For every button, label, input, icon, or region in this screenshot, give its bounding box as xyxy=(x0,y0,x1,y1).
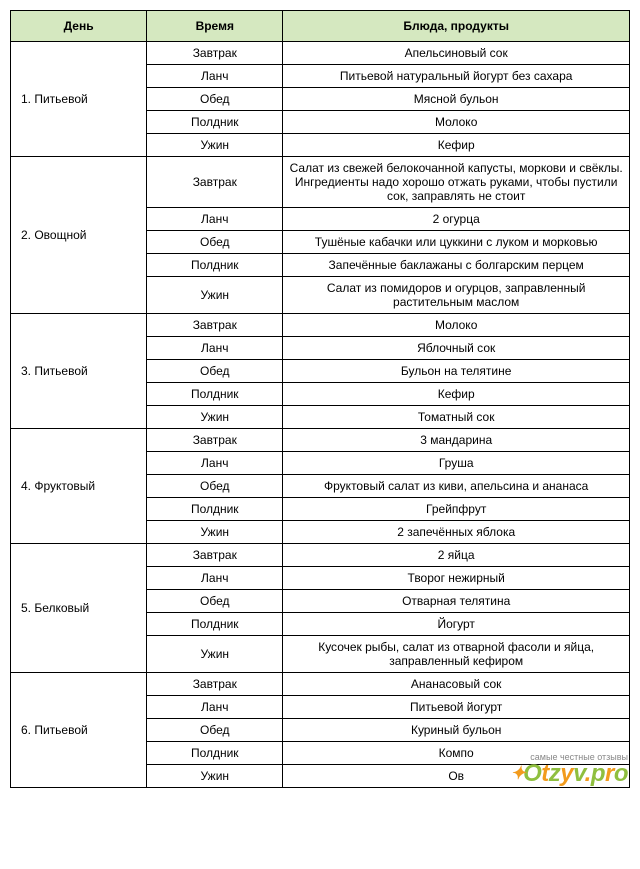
dish-cell: Салат из свежей белокочанной капусты, мо… xyxy=(283,157,630,208)
dish-cell: Апельсиновый сок xyxy=(283,42,630,65)
time-cell: Ужин xyxy=(147,765,283,788)
time-cell: Обед xyxy=(147,88,283,111)
time-cell: Завтрак xyxy=(147,157,283,208)
time-cell: Ужин xyxy=(147,406,283,429)
dish-cell: 2 яйца xyxy=(283,544,630,567)
time-cell: Полдник xyxy=(147,383,283,406)
header-day: День xyxy=(11,11,147,42)
table-row: 6. ПитьевойЗавтракАнанасовый сок xyxy=(11,673,630,696)
time-cell: Ужин xyxy=(147,134,283,157)
time-cell: Обед xyxy=(147,475,283,498)
time-cell: Ужин xyxy=(147,277,283,314)
dish-cell: Йогурт xyxy=(283,613,630,636)
day-cell: 5. Белковый xyxy=(11,544,147,673)
dish-cell: Мясной бульон xyxy=(283,88,630,111)
header-row: День Время Блюда, продукты xyxy=(11,11,630,42)
table-row: 3. ПитьевойЗавтракМолоко xyxy=(11,314,630,337)
dish-cell: Творог нежирный xyxy=(283,567,630,590)
dish-cell: Компо xyxy=(283,742,630,765)
dish-cell: 2 запечённых яблока xyxy=(283,521,630,544)
table-row: 4. ФруктовыйЗавтрак3 мандарина xyxy=(11,429,630,452)
time-cell: Полдник xyxy=(147,498,283,521)
day-cell: 4. Фруктовый xyxy=(11,429,147,544)
time-cell: Ланч xyxy=(147,337,283,360)
time-cell: Ланч xyxy=(147,208,283,231)
time-cell: Полдник xyxy=(147,111,283,134)
time-cell: Полдник xyxy=(147,742,283,765)
dish-cell: Кефир xyxy=(283,134,630,157)
time-cell: Завтрак xyxy=(147,673,283,696)
header-time: Время xyxy=(147,11,283,42)
dish-cell: 3 мандарина xyxy=(283,429,630,452)
dish-cell: Томатный сок xyxy=(283,406,630,429)
dish-cell: Бульон на телятине xyxy=(283,360,630,383)
header-dish: Блюда, продукты xyxy=(283,11,630,42)
day-cell: 2. Овощной xyxy=(11,157,147,314)
time-cell: Завтрак xyxy=(147,544,283,567)
table-row: 1. ПитьевойЗавтракАпельсиновый сок xyxy=(11,42,630,65)
time-cell: Ланч xyxy=(147,567,283,590)
time-cell: Полдник xyxy=(147,613,283,636)
dish-cell: Молоко xyxy=(283,314,630,337)
time-cell: Ужин xyxy=(147,636,283,673)
table-row: 2. ОвощнойЗавтракСалат из свежей белокоч… xyxy=(11,157,630,208)
time-cell: Полдник xyxy=(147,254,283,277)
dish-cell: Грейпфрут xyxy=(283,498,630,521)
dish-cell: Салат из помидоров и огурцов, заправленн… xyxy=(283,277,630,314)
time-cell: Обед xyxy=(147,719,283,742)
time-cell: Ланч xyxy=(147,696,283,719)
dish-cell: Яблочный сок xyxy=(283,337,630,360)
dish-cell: 2 огурца xyxy=(283,208,630,231)
time-cell: Завтрак xyxy=(147,314,283,337)
dish-cell: Отварная телятина xyxy=(283,590,630,613)
time-cell: Завтрак xyxy=(147,429,283,452)
day-cell: 6. Питьевой xyxy=(11,673,147,788)
dish-cell: Питьевой йогурт xyxy=(283,696,630,719)
dish-cell: Тушёные кабачки или цуккини с луком и мо… xyxy=(283,231,630,254)
dish-cell: Питьевой натуральный йогурт без сахара xyxy=(283,65,630,88)
table-row: 5. БелковыйЗавтрак2 яйца xyxy=(11,544,630,567)
dish-cell: Ананасовый сок xyxy=(283,673,630,696)
time-cell: Обед xyxy=(147,360,283,383)
dish-cell: Груша xyxy=(283,452,630,475)
time-cell: Обед xyxy=(147,590,283,613)
day-cell: 1. Питьевой xyxy=(11,42,147,157)
time-cell: Ужин xyxy=(147,521,283,544)
dish-cell: Куриный бульон xyxy=(283,719,630,742)
dish-cell: Фруктовый салат из киви, апельсина и ана… xyxy=(283,475,630,498)
dish-cell: Кефир xyxy=(283,383,630,406)
time-cell: Завтрак xyxy=(147,42,283,65)
dish-cell: Ов xyxy=(283,765,630,788)
dish-cell: Молоко xyxy=(283,111,630,134)
diet-table: День Время Блюда, продукты 1. ПитьевойЗа… xyxy=(10,10,630,788)
dish-cell: Запечённые баклажаны с болгарским перцем xyxy=(283,254,630,277)
time-cell: Обед xyxy=(147,231,283,254)
day-cell: 3. Питьевой xyxy=(11,314,147,429)
time-cell: Ланч xyxy=(147,452,283,475)
time-cell: Ланч xyxy=(147,65,283,88)
dish-cell: Кусочек рыбы, салат из отварной фасоли и… xyxy=(283,636,630,673)
